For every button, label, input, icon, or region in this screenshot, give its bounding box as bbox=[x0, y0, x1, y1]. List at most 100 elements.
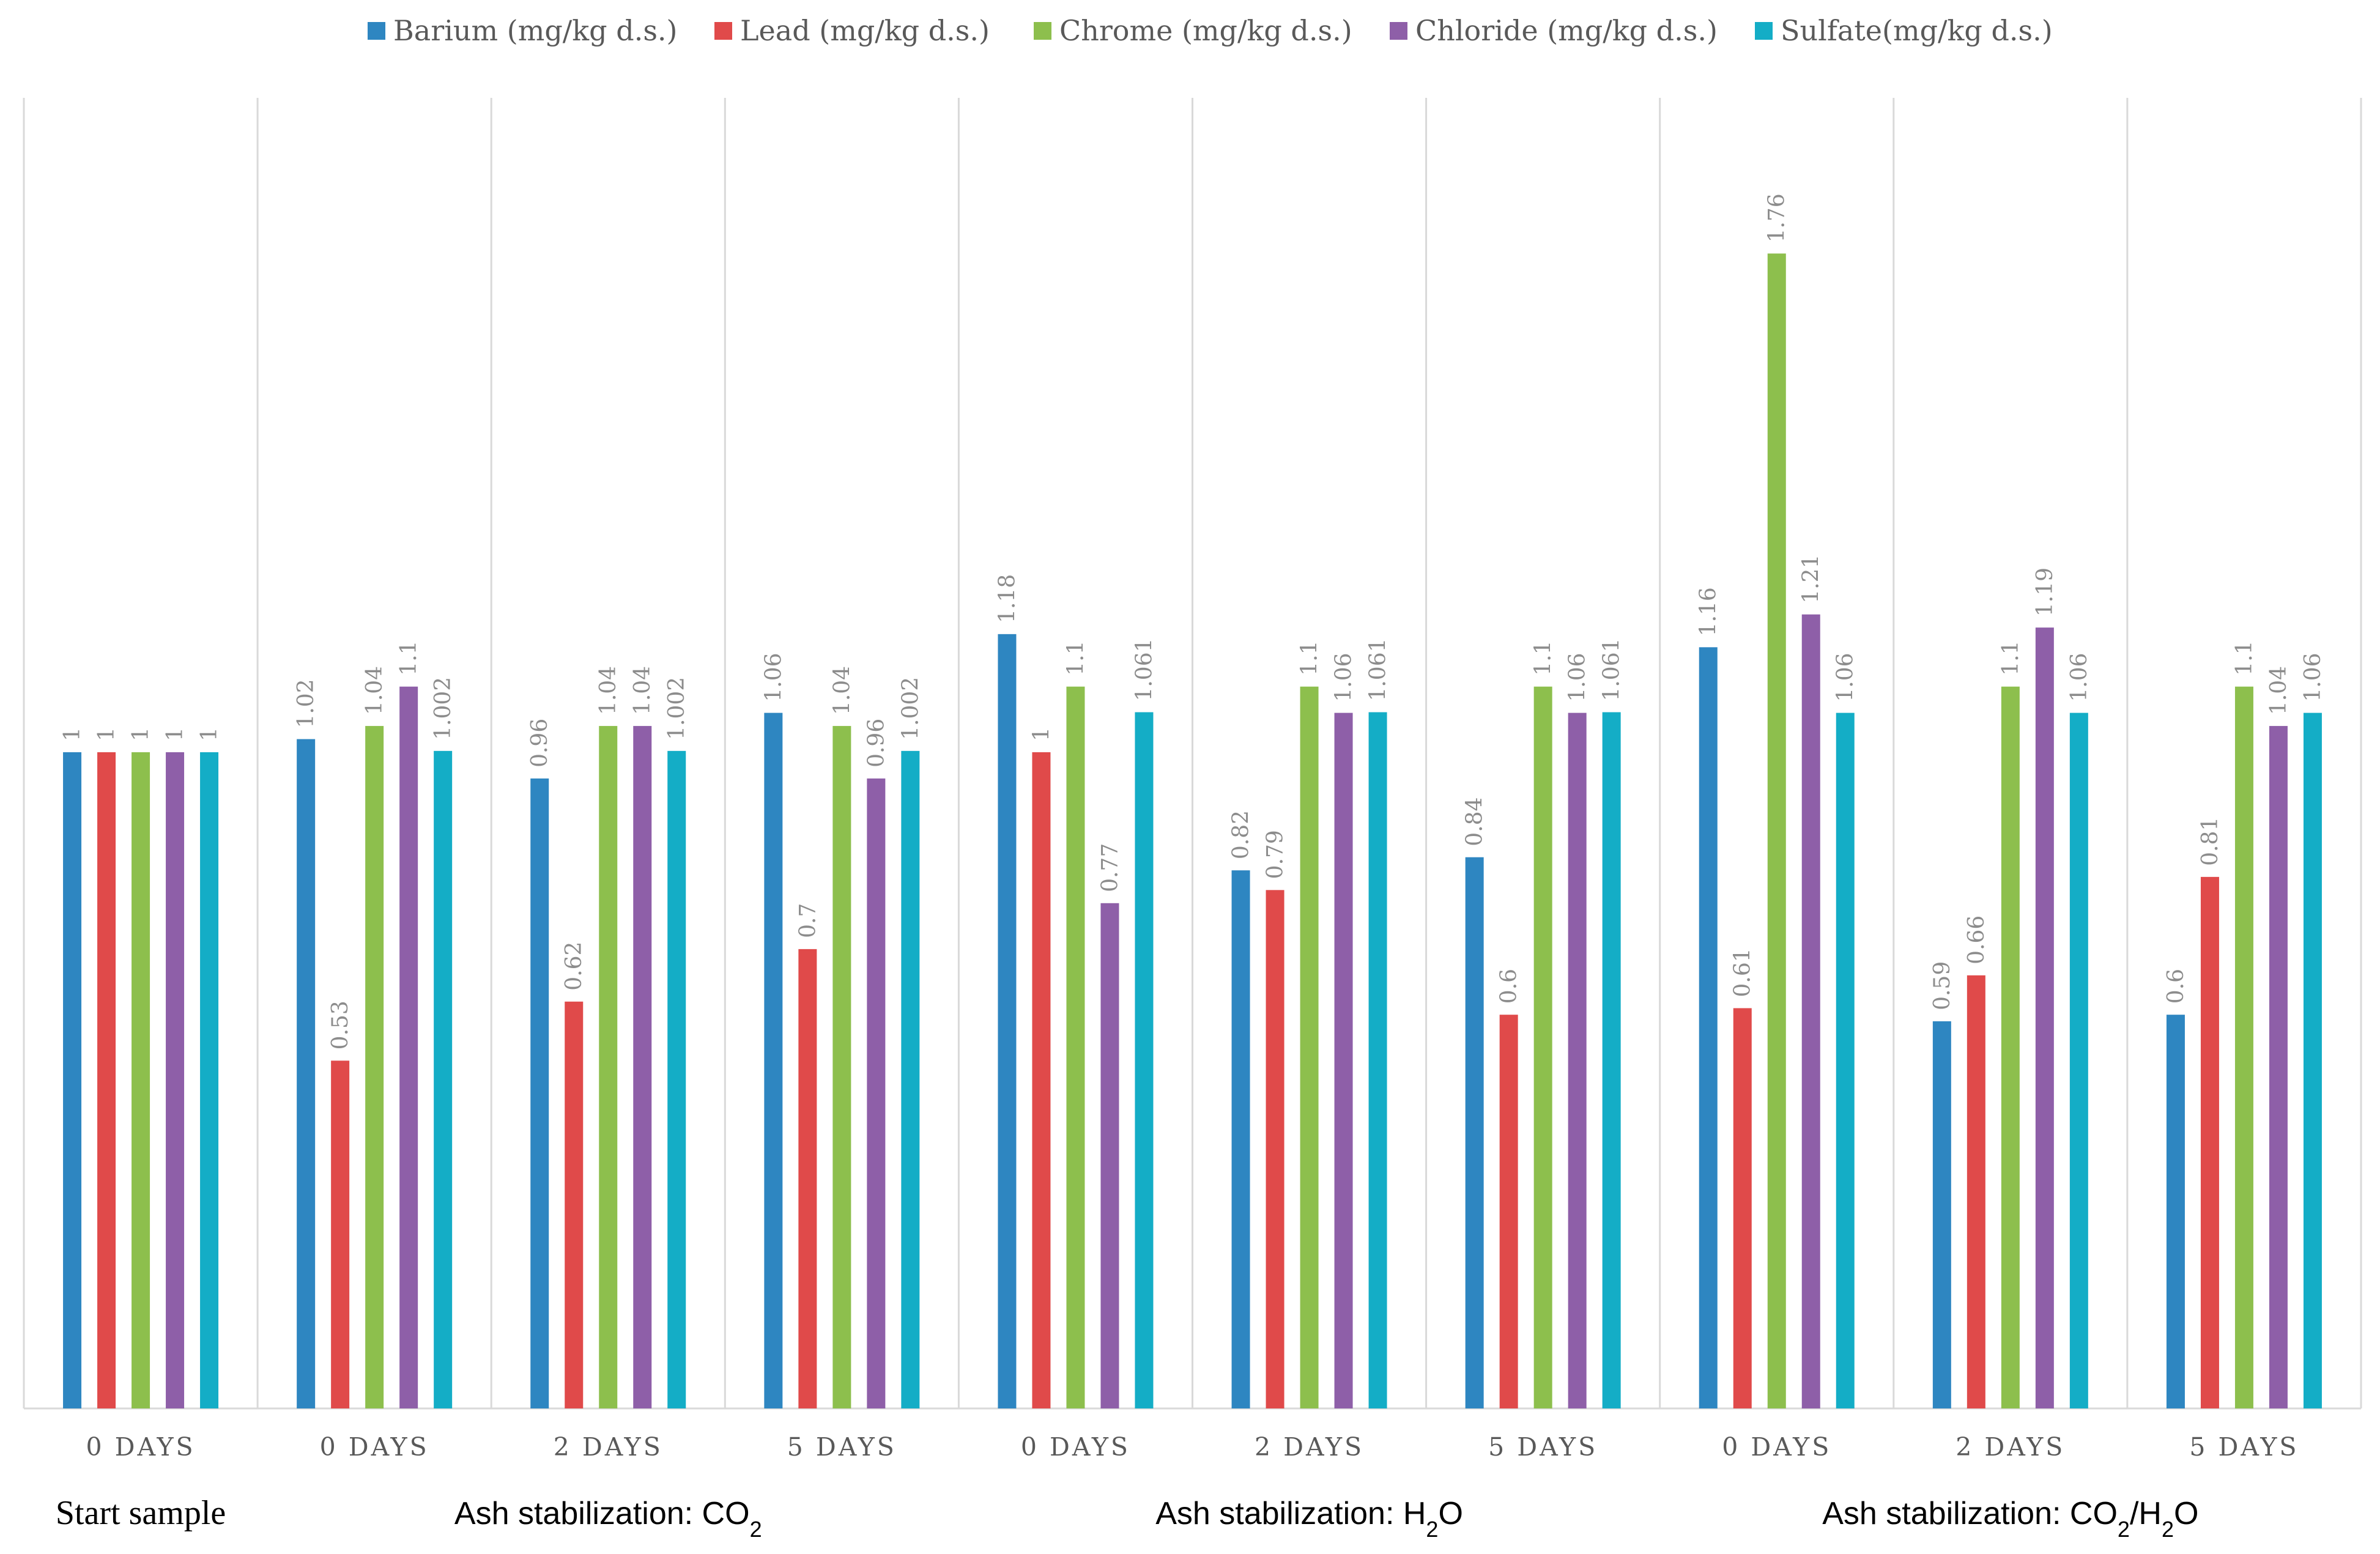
legend-swatch bbox=[1034, 22, 1051, 40]
bar bbox=[1602, 712, 1621, 1408]
tick-label: 2 DAYS bbox=[1956, 1432, 2065, 1462]
bar bbox=[1699, 647, 1718, 1408]
tick-label: 5 DAYS bbox=[787, 1432, 897, 1462]
bar bbox=[901, 750, 920, 1408]
bar bbox=[1266, 890, 1285, 1408]
data-label: 1.04 bbox=[630, 666, 655, 715]
data-label: 0.96 bbox=[527, 719, 552, 768]
bar bbox=[1836, 712, 1855, 1408]
bar bbox=[1533, 686, 1552, 1408]
bar bbox=[1066, 686, 1085, 1408]
data-label: 1 bbox=[197, 727, 222, 741]
bar bbox=[200, 752, 219, 1408]
data-label: 1.76 bbox=[1765, 193, 1790, 242]
data-label: 0.53 bbox=[328, 1001, 353, 1049]
data-label: 0.6 bbox=[2163, 969, 2189, 1004]
group-label: Start sample bbox=[56, 1494, 226, 1532]
data-label: 0.62 bbox=[562, 942, 587, 991]
group-label: Ash stabilization: CO2 bbox=[454, 1496, 762, 1542]
bar bbox=[1932, 1021, 1951, 1408]
bar bbox=[2166, 1015, 2185, 1408]
bar bbox=[399, 686, 418, 1408]
data-label: 1.002 bbox=[664, 677, 689, 740]
data-label: 0.81 bbox=[2198, 817, 2223, 866]
group-label: Ash stabilization: H2O bbox=[1155, 1496, 1463, 1542]
bar bbox=[530, 778, 549, 1408]
data-label: 1.06 bbox=[761, 653, 786, 701]
data-label: 1.02 bbox=[294, 679, 319, 728]
bar bbox=[2303, 712, 2322, 1408]
data-label: 1.06 bbox=[2067, 653, 2092, 701]
data-label: 1.04 bbox=[2266, 666, 2291, 715]
bar bbox=[2035, 627, 2054, 1408]
data-label: 1.16 bbox=[1696, 587, 1721, 636]
bar bbox=[764, 712, 783, 1408]
legend-label: Barium (mg/kg d.s.) bbox=[393, 14, 678, 47]
bar bbox=[1032, 752, 1051, 1408]
data-label: 1.06 bbox=[1332, 653, 1357, 701]
data-label: 1.061 bbox=[1366, 638, 1391, 701]
legend-swatch bbox=[714, 22, 732, 40]
bar bbox=[132, 752, 150, 1408]
tick-label: 0 DAYS bbox=[320, 1432, 429, 1462]
data-label: 1.19 bbox=[2033, 568, 2058, 616]
bar bbox=[1733, 1008, 1752, 1408]
data-label: 1.1 bbox=[1297, 640, 1322, 675]
legend-item: Chloride (mg/kg d.s.) bbox=[1390, 14, 1718, 47]
tick-label: 2 DAYS bbox=[1255, 1432, 1364, 1462]
bars bbox=[63, 253, 2322, 1409]
data-label: 1.002 bbox=[898, 677, 923, 740]
bar bbox=[1300, 686, 1319, 1408]
legend-swatch bbox=[1390, 22, 1407, 40]
bar bbox=[1465, 857, 1484, 1408]
bar bbox=[867, 778, 886, 1408]
bar bbox=[434, 750, 453, 1408]
bar bbox=[166, 752, 185, 1408]
bar bbox=[2200, 876, 2219, 1408]
data-label: 1.1 bbox=[396, 640, 421, 675]
bar bbox=[667, 750, 686, 1408]
data-label: 0.79 bbox=[1263, 830, 1288, 879]
bar bbox=[365, 726, 384, 1408]
bar bbox=[798, 949, 817, 1408]
bar bbox=[1100, 903, 1119, 1408]
data-label: 0.61 bbox=[1730, 948, 1755, 997]
data-label: 1 bbox=[128, 727, 154, 741]
tick-label: 2 DAYS bbox=[554, 1432, 663, 1462]
data-label: 0.84 bbox=[1462, 797, 1488, 846]
bar bbox=[331, 1060, 350, 1408]
legend-swatch bbox=[1755, 22, 1773, 40]
bar bbox=[1568, 712, 1587, 1408]
bar bbox=[1334, 712, 1353, 1408]
bar bbox=[2001, 686, 2020, 1408]
data-label: 1.04 bbox=[829, 666, 855, 715]
tick-label: 0 DAYS bbox=[1722, 1432, 1831, 1462]
bar bbox=[1368, 712, 1387, 1408]
legend-item: Chrome (mg/kg d.s.) bbox=[1034, 14, 1352, 47]
bar bbox=[633, 726, 652, 1408]
data-label: 1.06 bbox=[1565, 653, 1590, 701]
data-label: 1.21 bbox=[1799, 555, 1824, 604]
bar bbox=[832, 726, 851, 1408]
legend-item: Lead (mg/kg d.s.) bbox=[714, 14, 990, 47]
data-label: 1.1 bbox=[1531, 640, 1556, 675]
tick-label: 0 DAYS bbox=[86, 1432, 196, 1462]
data-label: 1 bbox=[1029, 727, 1054, 741]
data-label: 1.061 bbox=[1600, 638, 1625, 701]
data-label: 0.6 bbox=[1497, 969, 1522, 1004]
bar bbox=[63, 752, 82, 1408]
data-label: 0.77 bbox=[1097, 843, 1122, 892]
bar bbox=[998, 634, 1017, 1408]
data-label: 1.06 bbox=[1833, 653, 1858, 701]
bar bbox=[1135, 712, 1154, 1408]
data-label: 1.18 bbox=[995, 574, 1020, 623]
bar bbox=[1499, 1015, 1518, 1408]
legend-label: Chloride (mg/kg d.s.) bbox=[1415, 14, 1718, 47]
legend-item: Barium (mg/kg d.s.) bbox=[368, 14, 678, 47]
legend-label: Lead (mg/kg d.s.) bbox=[740, 14, 990, 47]
bar bbox=[2269, 726, 2288, 1408]
group-labels: Start sample Ash stabilization: CO2 Ash st… bbox=[56, 1494, 2199, 1542]
bar bbox=[1967, 975, 1985, 1408]
legend-swatch bbox=[368, 22, 385, 40]
